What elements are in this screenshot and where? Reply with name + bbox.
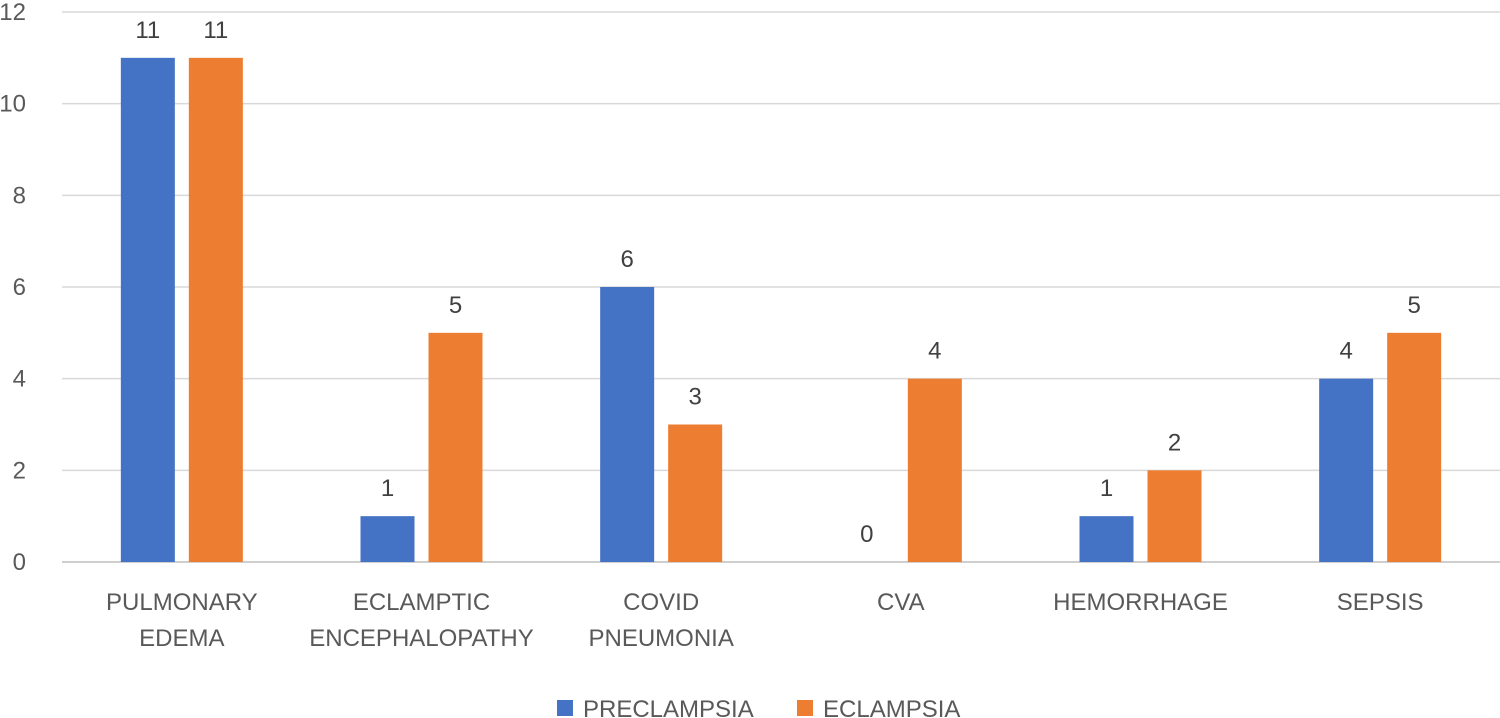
bar-eclampsia-2 <box>668 424 723 562</box>
category-label: PULMONARY EDEMA <box>106 589 258 652</box>
legend-swatch-preclampsia <box>557 700 573 716</box>
data-label: 4 <box>1339 338 1352 365</box>
bar-preclampsia-0 <box>120 57 175 562</box>
bar-eclampsia-5 <box>1387 332 1442 562</box>
legend-label-eclampsia: ECLAMPSIA <box>823 696 960 718</box>
category-label: HEMORRHAGE <box>1053 589 1228 616</box>
data-label: 0 <box>860 521 873 548</box>
bar-eclampsia-1 <box>428 332 483 562</box>
bar-preclampsia-2 <box>600 287 655 562</box>
data-label: 11 <box>135 17 160 44</box>
bar-preclampsia-5 <box>1319 378 1374 562</box>
data-label: 4 <box>928 338 941 365</box>
data-label: 1 <box>1100 475 1113 502</box>
data-label: 2 <box>1168 429 1181 456</box>
gridlines <box>62 11 1500 563</box>
category-label: CVA <box>877 589 925 616</box>
data-label: 3 <box>688 384 701 411</box>
y-tick-label: 10 <box>0 91 26 118</box>
data-label: 11 <box>203 17 228 44</box>
bar-eclampsia-3 <box>907 378 962 562</box>
data-label: 5 <box>449 292 462 319</box>
y-axis-ticks: 0 2 4 6 8 10 12 <box>0 0 26 576</box>
legend: PRECLAMPSIA ECLAMPSIA <box>557 696 960 718</box>
y-tick-label: 4 <box>13 366 26 393</box>
data-label: 6 <box>620 246 633 273</box>
category-label: ECLAMPTIC ENCEPHALOPATHY <box>309 589 534 652</box>
category-label: SEPSIS <box>1337 589 1424 616</box>
bar-preclampsia-1 <box>360 516 415 562</box>
y-tick-label: 2 <box>13 457 26 484</box>
y-tick-label: 12 <box>0 0 26 26</box>
bar-preclampsia-4 <box>1079 516 1134 562</box>
bar-eclampsia-0 <box>188 57 243 562</box>
y-tick-label: 6 <box>13 274 26 301</box>
category-label: COVID PNEUMONIA <box>588 589 733 652</box>
data-label: 1 <box>381 475 394 502</box>
legend-swatch-eclampsia <box>797 700 813 716</box>
category-labels: PULMONARY EDEMA ECLAMPTIC ENCEPHALOPATHY COV… <box>106 589 1423 652</box>
data-label: 5 <box>1407 292 1420 319</box>
legend-label-preclampsia: PRECLAMPSIA <box>583 696 754 718</box>
y-tick-label: 0 <box>13 549 26 576</box>
y-tick-label: 8 <box>13 182 26 209</box>
bars <box>120 57 1442 562</box>
bar-eclampsia-4 <box>1147 470 1202 562</box>
